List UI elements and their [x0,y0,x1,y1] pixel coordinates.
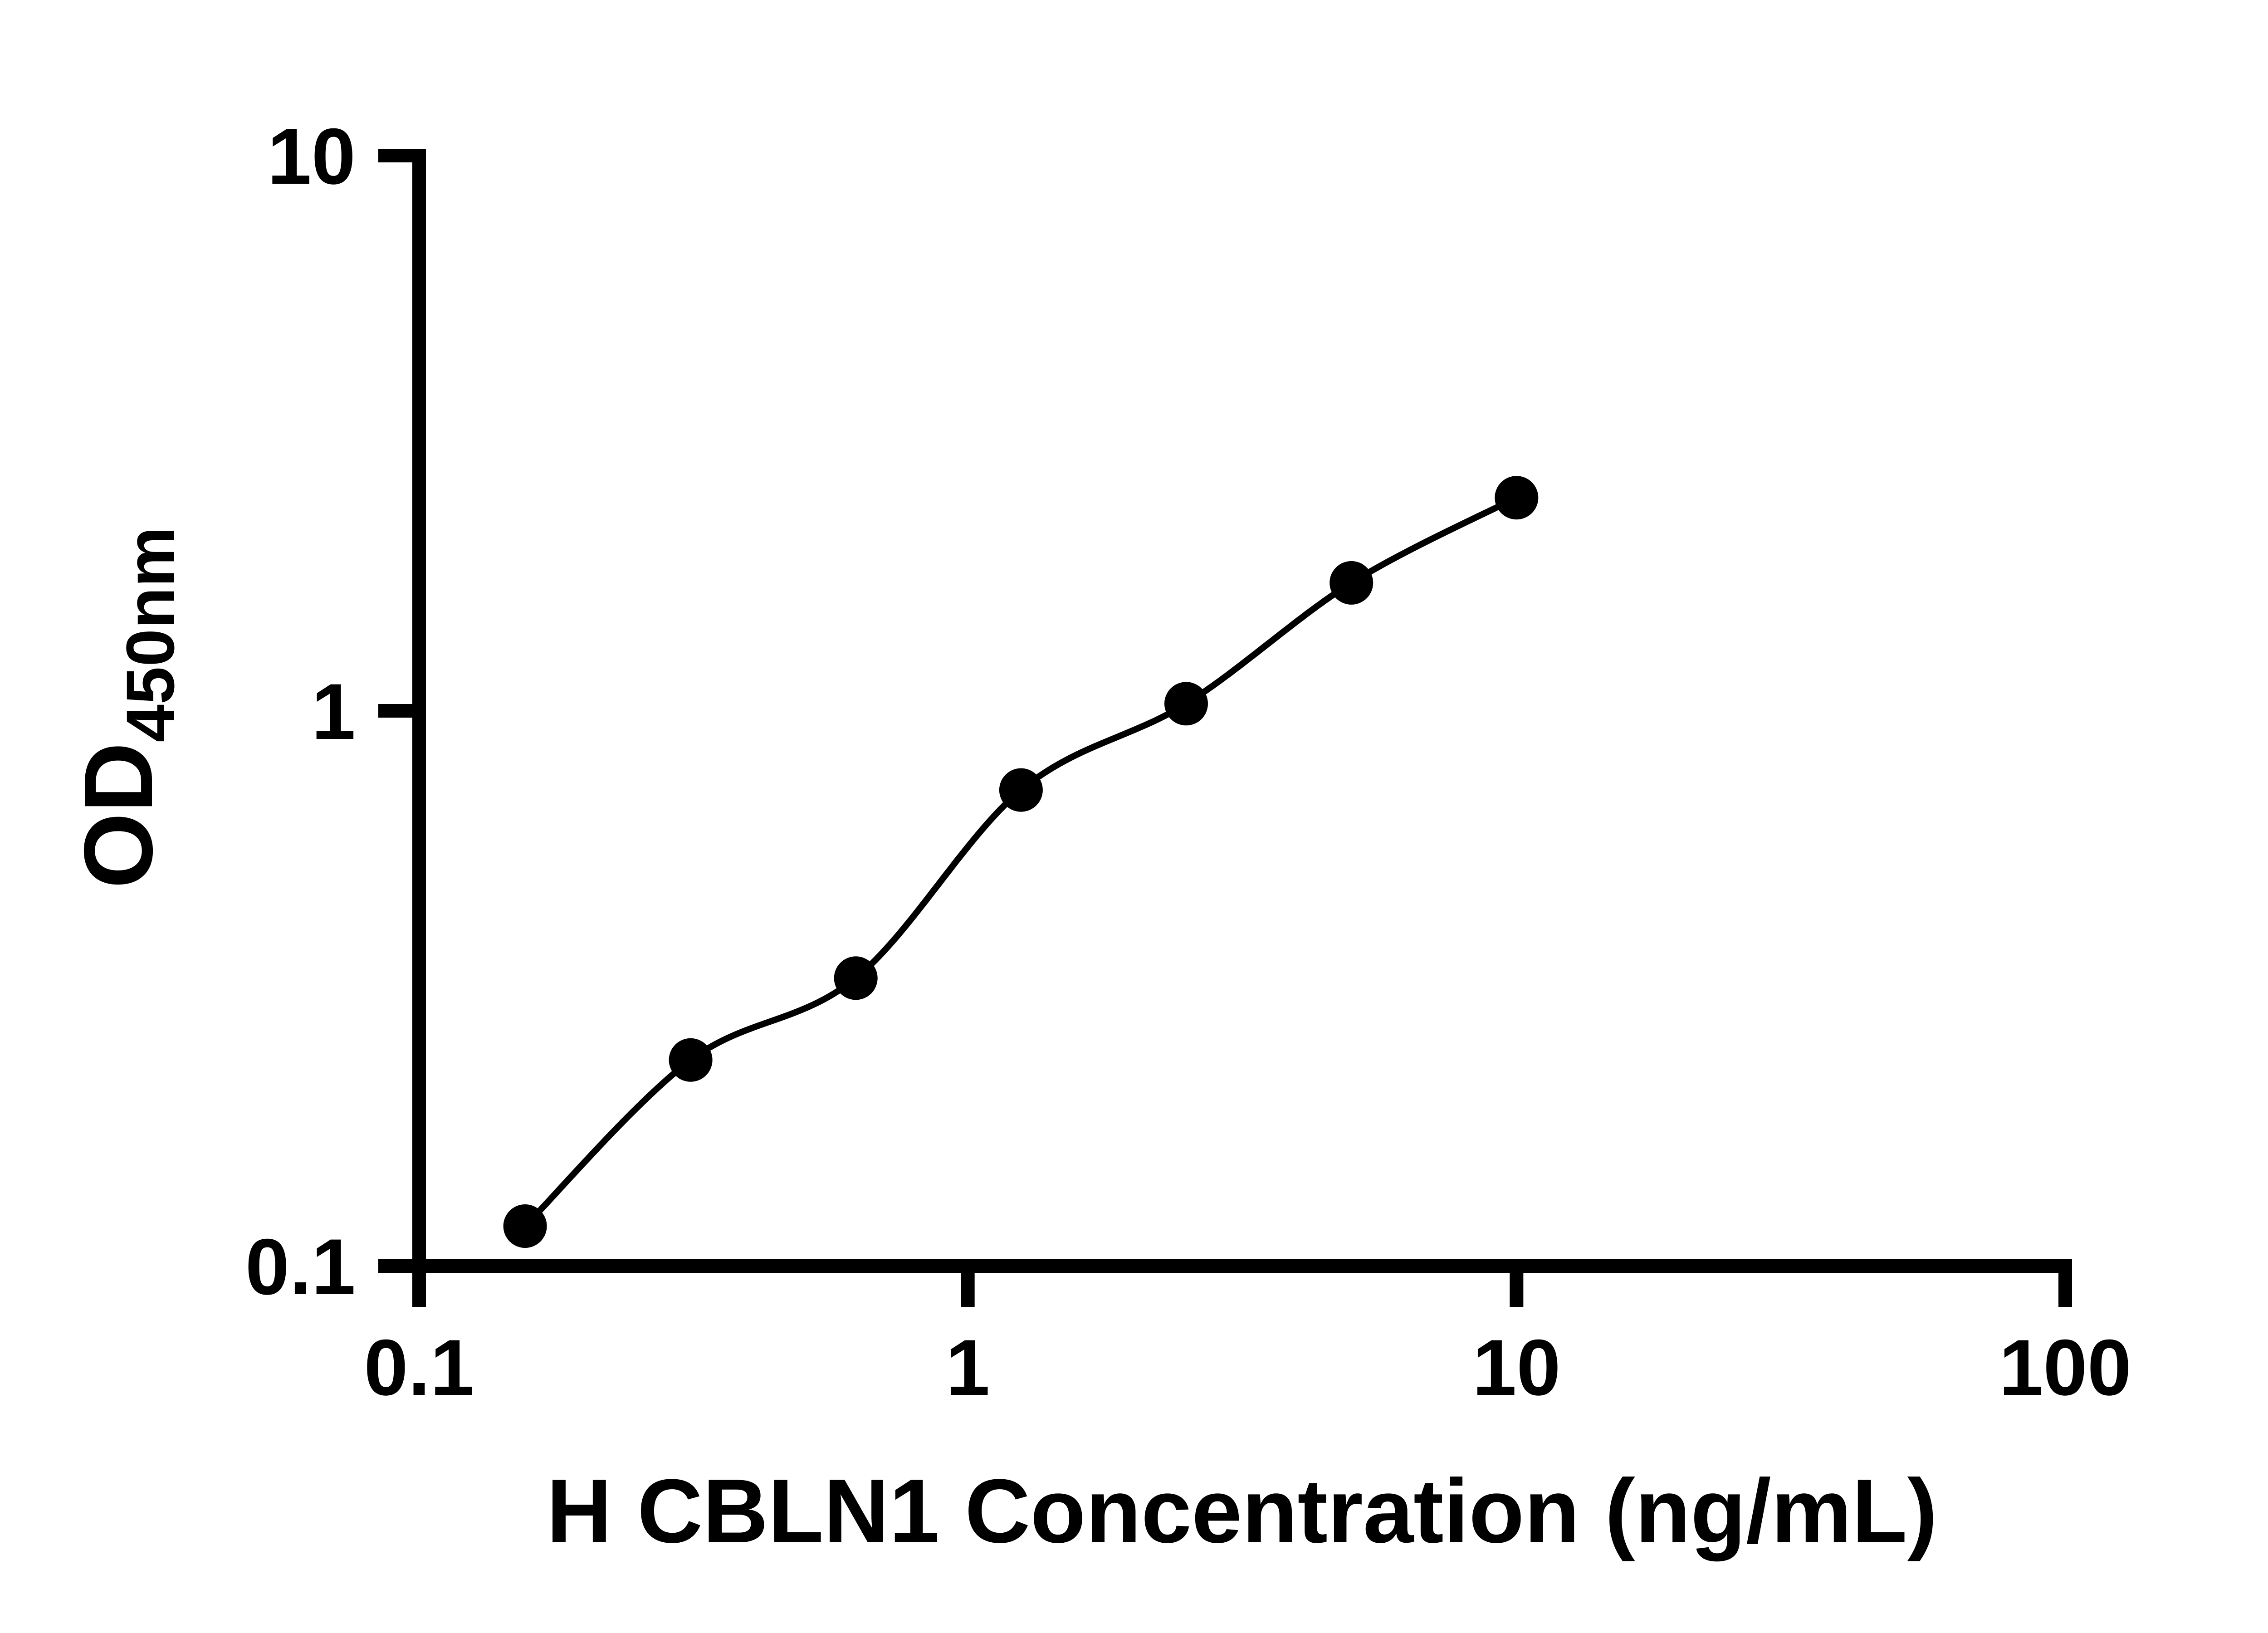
data-point [669,1038,713,1082]
y-axis-title: OD450nm [64,527,188,889]
x-axis-tick-label: 1 [946,1324,990,1412]
plot-area: 0.1 1 10 100 0.1 1 10 [245,112,2131,1412]
y-axis-title-subscript: 450nm [112,527,188,742]
axes-spine [412,149,2072,1273]
x-axis-tick-label: 0.1 [364,1324,474,1412]
x-axis-tick-label: 100 [1999,1324,2131,1412]
y-axis-tick-label: 1 [312,668,356,756]
y-axis-tick-label: 0.1 [245,1223,356,1311]
data-point [1330,561,1374,605]
data-point [834,956,878,1000]
x-axis-tick-label: 10 [1472,1324,1561,1412]
y-axis-title-main: OD [64,742,173,889]
y-axis-tick-label: 10 [267,112,356,201]
data-point [999,768,1043,812]
data-point [1495,476,1539,520]
data-point [503,1204,547,1248]
x-axis-title: H CBLN1 Concentration (ng/mL) [547,1461,1938,1562]
fit-curve [523,494,1518,1228]
data-point [1164,682,1208,726]
